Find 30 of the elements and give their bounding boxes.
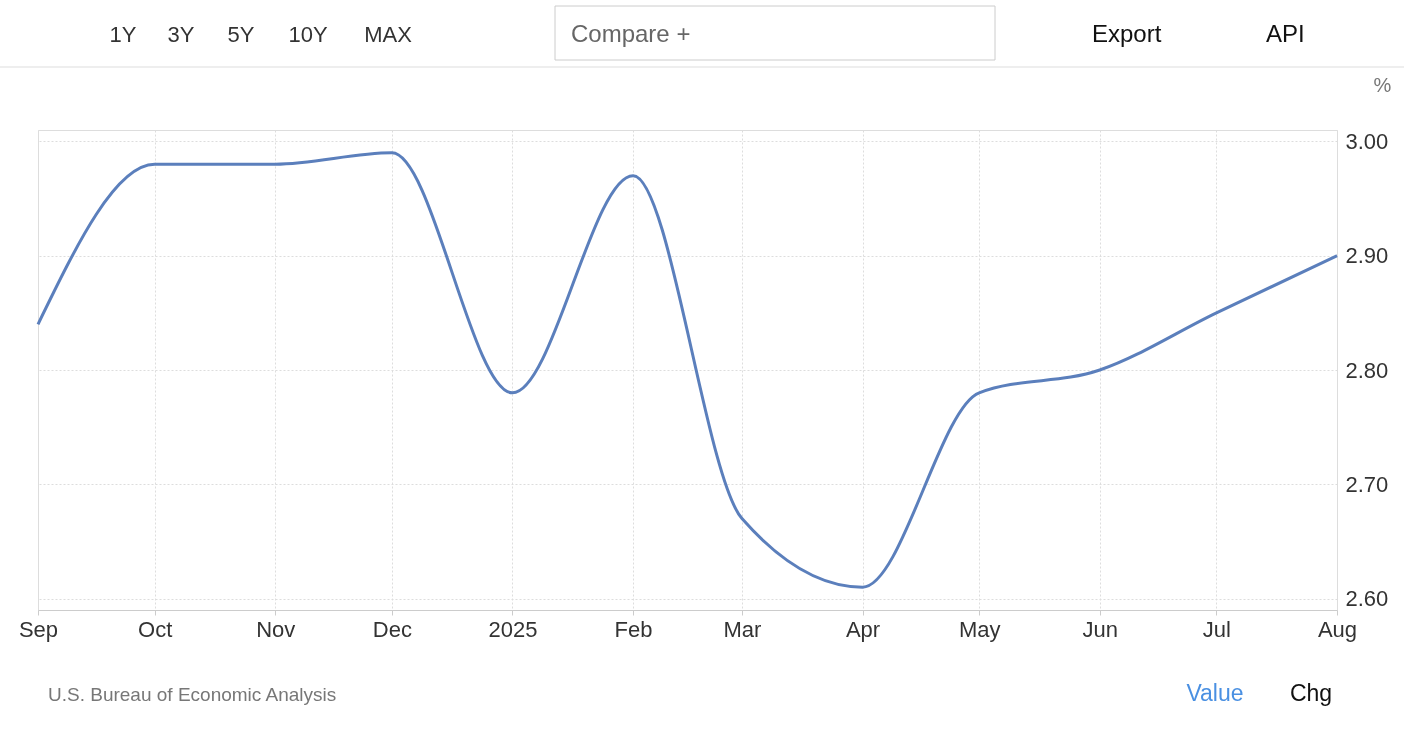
text: API (1266, 20, 1305, 47)
x-tick-label: May (958, 616, 1001, 642)
x-tick-label: Jun (1082, 616, 1118, 642)
x-tick-label: Nov (256, 616, 296, 642)
x-tick-label: Sep (18, 616, 59, 642)
text: U.S. Bureau of Economic Analysis (48, 684, 337, 705)
text: MAX (364, 22, 413, 47)
text: 5Y (227, 22, 255, 47)
text: Export (1092, 20, 1162, 47)
line-series (36, 151, 1339, 589)
text: Compare + (571, 20, 691, 47)
text: 10Y (288, 22, 328, 47)
y-tick-label: 2.90 (1345, 243, 1389, 269)
y-tick-label: 2.70 (1345, 471, 1389, 497)
x-tick-label: Feb (614, 616, 653, 642)
x-tick-label: Apr (845, 616, 881, 642)
y-tick-label: 2.60 (1345, 586, 1389, 612)
x-tick-label: Dec (372, 616, 412, 642)
x-tick-label: Jul (1202, 616, 1231, 642)
text: Value (1186, 680, 1244, 706)
x-tick-label: Aug (1317, 616, 1358, 642)
x-tick-label: 2025 (488, 616, 538, 642)
text: 3Y (167, 22, 195, 47)
y-tick-label: 2.80 (1345, 357, 1389, 383)
x-tick-label: Mar (723, 616, 762, 642)
text: Chg (1289, 680, 1333, 706)
x-tick-label: Oct (138, 616, 173, 642)
y-tick-label: 3.00 (1345, 128, 1389, 154)
y-axis-title: % (1373, 73, 1392, 96)
text: 1Y (109, 22, 137, 47)
